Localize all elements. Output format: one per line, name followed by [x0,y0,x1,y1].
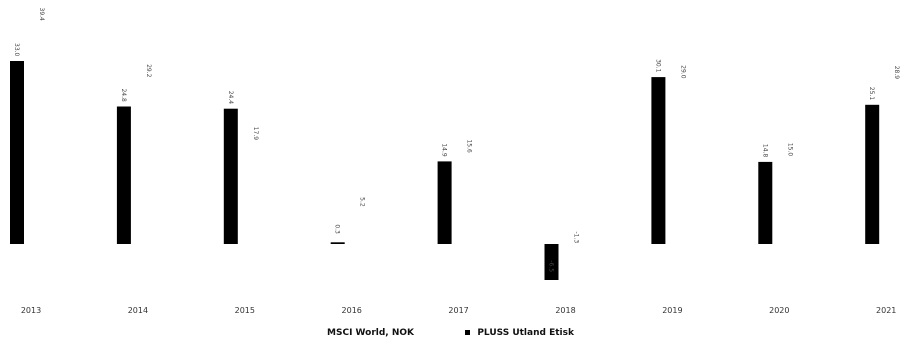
x-tick-2016: 2016 [342,306,362,315]
data-label-series-1-2021: 25.1 [868,87,875,101]
bar-series-1-2019 [651,77,666,244]
bar-series-1-2013 [10,61,24,244]
bar-series-1-2017 [437,161,452,244]
data-label-series-2-2017: 15.6 [466,139,473,153]
data-label-series-2-2013: 39.4 [38,8,45,22]
data-label-series-2-2020: 15.0 [786,143,793,157]
data-label-series-2-2015: 17.9 [252,127,259,141]
legend-label-series-2: PLUSS Utland Etisk [477,328,574,338]
x-tick-2020: 2020 [769,306,789,315]
legend: MSCI World, NOK PLUSS Utland Etisk [0,328,901,338]
data-label-series-2-2021: 28.9 [893,66,900,80]
data-label-series-1-2017: 14.9 [441,143,448,157]
data-label-series-2-2018: -1.3 [573,231,580,243]
bar-series-2-2018 [569,244,584,252]
legend-swatch-series-2 [465,330,471,335]
data-label-series-2-2016: 5.2 [359,197,366,207]
bars-group [10,25,901,280]
x-tick-2014: 2014 [128,306,148,315]
bar-series-1-2015 [223,108,238,244]
legend-item-series-1: MSCI World, NOK [327,328,414,338]
bar-series-1-2021 [865,104,880,244]
bar-series-2-2014 [141,82,156,244]
data-label-series-1-2013: 33.0 [13,43,20,57]
data-label-series-1-2019: 30.1 [654,59,661,73]
x-tick-2017: 2017 [448,306,468,315]
data-label-series-1-2015: 24.4 [227,91,234,105]
legend-label-series-1: MSCI World, NOK [327,328,415,338]
legend-item-series-2: PLUSS Utland Etisk [465,328,574,338]
bar-series-1-2018 [544,244,559,280]
bar-series-1-2014 [116,106,131,244]
bar-series-2-2021 [890,83,901,244]
bar-series-2-2015 [248,144,263,244]
x-tick-2019: 2019 [662,306,682,315]
x-tick-2021: 2021 [876,306,896,315]
bar-series-1-2016 [330,242,345,244]
x-tick-2015: 2015 [235,306,255,315]
data-labels-group: 33.0 39.4 24.8 29.2 24.4 17.9 0.3 5.2 14.9 15.6 -6… [13,8,900,273]
x-tick-2018: 2018 [555,306,575,315]
data-label-series-1-2018: -6.5 [548,260,555,272]
data-label-series-2-2014: 29.2 [145,64,152,78]
bar-series-2-2016 [355,215,370,244]
data-label-series-1-2014: 24.8 [120,88,127,102]
data-label-series-1-2016: 0.3 [334,224,341,234]
bar-series-1-2020 [758,161,773,244]
x-tick-2013: 2013 [21,306,41,315]
bar-series-2-2019 [676,83,691,244]
data-label-series-1-2020: 14.8 [761,144,768,158]
bar-series-2-2020 [783,160,798,244]
bar-series-2-2013 [35,25,49,244]
data-label-series-2-2019: 29.0 [679,65,686,79]
x-axis-ticks: 2013 2014 2015 2016 2017 2018 2019 2020 2021 [21,306,897,315]
bar-series-2-2017 [462,157,477,244]
